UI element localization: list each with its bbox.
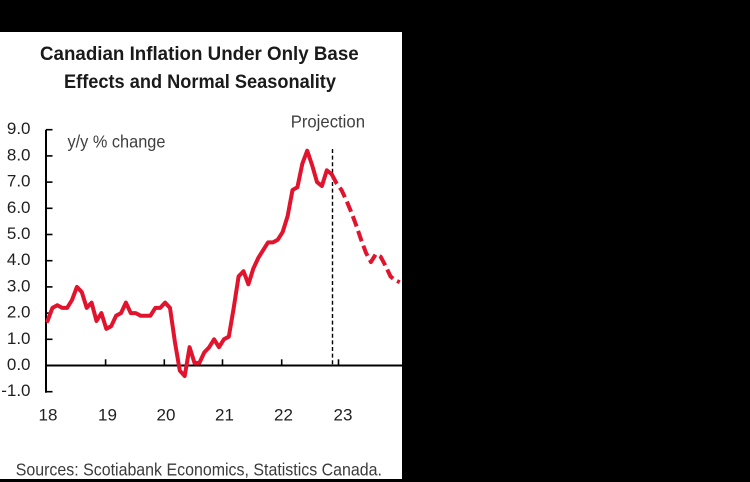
svg-text:2.0: 2.0 [7, 303, 31, 322]
svg-text:6.0: 6.0 [7, 198, 31, 217]
svg-text:21: 21 [215, 406, 234, 425]
svg-text:Canadian Inflation Under Only: Canadian Inflation Under Only Base [40, 44, 359, 65]
svg-text:18: 18 [39, 406, 58, 425]
svg-text:23: 23 [334, 406, 353, 425]
svg-text:4.0: 4.0 [7, 250, 31, 269]
svg-text:19: 19 [98, 406, 117, 425]
svg-text:22: 22 [274, 406, 293, 425]
svg-text:Projection: Projection [291, 112, 365, 132]
svg-text:9.0: 9.0 [7, 119, 31, 138]
svg-text:3.0: 3.0 [7, 276, 31, 295]
svg-text:1.0: 1.0 [7, 329, 31, 348]
svg-text:y/y % change: y/y % change [68, 132, 166, 152]
svg-text:7.0: 7.0 [7, 172, 31, 191]
svg-text:0.0: 0.0 [7, 355, 31, 374]
svg-text:5.0: 5.0 [7, 224, 31, 243]
svg-text:-1.0: -1.0 [1, 381, 30, 400]
svg-text:Effects and Normal Seasonality: Effects and Normal Seasonality [64, 72, 336, 93]
svg-text:8.0: 8.0 [7, 145, 31, 164]
svg-text:Sources: Scotiabank Economics,: Sources: Scotiabank Economics, Statistic… [16, 460, 382, 480]
svg-text:20: 20 [157, 406, 176, 425]
